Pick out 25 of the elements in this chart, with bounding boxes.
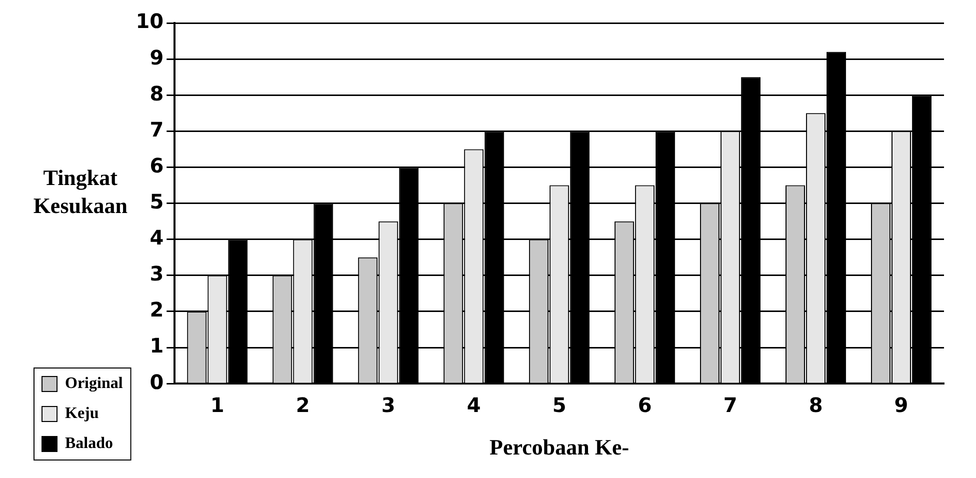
y-tick-label: 1: [150, 334, 164, 358]
y-tick-label: 2: [150, 298, 164, 322]
y-axis-title: Tingkat Kesukaan: [33, 164, 128, 218]
y-tick-label: 5: [150, 190, 164, 214]
x-axis-title: Percobaan Ke-: [490, 434, 630, 460]
y-tick-label: 8: [150, 81, 164, 106]
y-tick-label: 4: [150, 226, 164, 250]
x-tick-label: 6: [638, 392, 652, 417]
x-tick-label: 3: [381, 392, 396, 417]
y-tick-label: 10: [136, 9, 164, 34]
x-tick-label: 5: [552, 392, 566, 417]
x-tick-label: 7: [723, 392, 738, 417]
legend-label: Keju: [65, 405, 99, 422]
x-tick-label: 1: [210, 392, 224, 417]
legend-label: Balado: [65, 435, 114, 452]
x-tick-label: 4: [466, 392, 481, 417]
y-tick-label: 7: [150, 117, 164, 142]
legend-label: Original: [65, 375, 124, 392]
y-tick-label: 6: [150, 153, 164, 178]
x-tick-label: 2: [296, 392, 310, 417]
y-tick-label: 3: [150, 262, 164, 286]
x-tick-label: 9: [894, 392, 908, 417]
y-tick-label: 9: [150, 45, 164, 70]
y-tick-label: 0: [150, 370, 164, 394]
x-tick-label: 8: [808, 392, 823, 417]
